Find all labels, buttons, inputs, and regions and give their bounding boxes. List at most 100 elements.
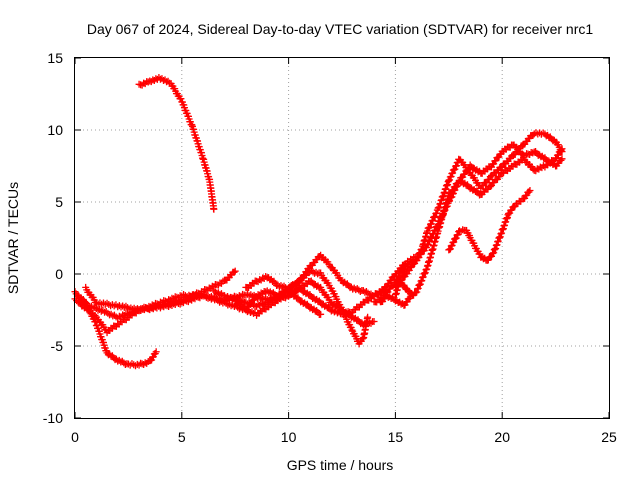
x-axis-label: GPS time / hours <box>287 457 394 473</box>
data-point <box>266 288 274 296</box>
data-point <box>216 290 224 298</box>
data-point <box>222 299 230 307</box>
data-point <box>268 289 276 297</box>
data-point <box>230 268 238 276</box>
data-point <box>117 358 125 366</box>
x-tick-label: 25 <box>601 429 617 445</box>
data-point <box>364 313 372 321</box>
chart-title: Day 067 of 2024, Sidereal Day-to-day VTE… <box>87 21 593 37</box>
data-point <box>101 308 109 316</box>
data-point <box>348 326 356 334</box>
x-tick-label: 20 <box>494 429 510 445</box>
series-arc-j <box>391 141 566 291</box>
y-tick-label: 15 <box>47 50 63 66</box>
data-point <box>419 273 427 281</box>
data-point <box>206 293 214 301</box>
x-tick-label: 5 <box>178 429 186 445</box>
data-point <box>209 294 217 302</box>
data-point <box>362 287 370 295</box>
data-point <box>459 226 467 234</box>
y-axis-label: SDTVAR / TECUs <box>5 182 21 294</box>
data-point <box>413 288 421 296</box>
data-point <box>152 348 160 356</box>
data-point <box>498 229 506 237</box>
data-point <box>120 359 128 367</box>
data-point <box>423 265 431 273</box>
y-tick-label: -5 <box>51 338 64 354</box>
data-point <box>317 310 325 318</box>
data-point <box>558 145 566 153</box>
y-tick-label: -10 <box>43 410 63 426</box>
data-point <box>421 269 429 277</box>
data-point <box>416 280 424 288</box>
data-point <box>492 244 500 252</box>
data-point <box>493 241 501 249</box>
y-tick-label: 0 <box>55 266 63 282</box>
data-point <box>496 233 504 241</box>
data-point <box>329 306 337 314</box>
series-arc-m <box>376 292 414 309</box>
data-point <box>211 296 219 304</box>
data-point <box>227 293 235 301</box>
data-point <box>490 249 498 257</box>
data-point <box>497 163 505 171</box>
data-point <box>239 297 247 305</box>
series-arc-k <box>391 145 566 299</box>
data-point <box>359 287 367 295</box>
plot-frame <box>74 57 610 419</box>
data-point <box>406 293 414 301</box>
y-tick-label: 10 <box>47 122 63 138</box>
data-point <box>525 188 533 196</box>
series-arc-a <box>135 74 218 213</box>
data-point <box>202 293 210 301</box>
series-layer <box>71 74 566 370</box>
x-tick-label: 0 <box>71 429 79 445</box>
x-tick-label: 15 <box>388 429 404 445</box>
series-arc-g <box>242 266 372 348</box>
data-point <box>263 287 271 295</box>
data-point <box>356 288 364 296</box>
data-point <box>245 307 253 315</box>
data-point <box>248 308 256 316</box>
data-point <box>118 357 126 365</box>
data-point <box>364 289 372 297</box>
data-point <box>526 186 534 194</box>
data-point <box>224 292 232 300</box>
data-point <box>231 267 239 275</box>
data-point <box>177 95 185 103</box>
data-point <box>211 288 219 296</box>
data-point <box>188 121 196 129</box>
data-point <box>486 183 494 191</box>
data-point <box>557 156 565 164</box>
data-point <box>214 297 222 305</box>
data-point <box>230 302 238 310</box>
data-point <box>414 284 422 292</box>
data-point <box>314 270 322 278</box>
data-point <box>418 277 426 285</box>
data-point <box>332 307 340 315</box>
series-arc-l <box>445 186 534 264</box>
data-point <box>199 292 207 300</box>
data-point <box>370 318 378 326</box>
data-point <box>361 288 369 296</box>
data-point <box>109 312 117 320</box>
data-point <box>201 291 209 299</box>
data-point <box>489 249 497 257</box>
data-point <box>175 299 183 307</box>
grid <box>75 58 609 418</box>
data-point <box>333 309 341 317</box>
data-point <box>210 286 218 294</box>
data-point <box>558 155 566 163</box>
series-arc-h <box>231 253 421 319</box>
y-tick-label: 5 <box>55 194 63 210</box>
data-point <box>221 292 229 300</box>
data-point <box>221 298 229 306</box>
data-point <box>405 294 413 302</box>
data-point <box>494 237 502 245</box>
data-point <box>214 289 222 297</box>
data-point <box>337 303 345 311</box>
axis-ticks: 0 5 10 15 20 25 -10 -5 0 5 10 15 <box>43 50 617 445</box>
data-point <box>412 289 420 297</box>
data-point <box>225 300 233 308</box>
